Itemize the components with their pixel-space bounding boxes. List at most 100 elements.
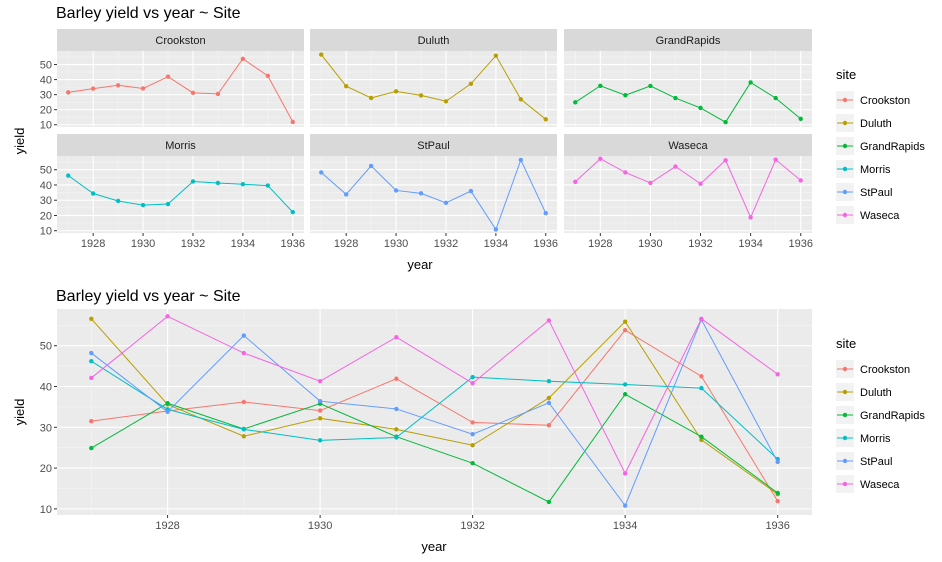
data-point-morris — [546, 379, 552, 384]
legend-key-point-crookston — [842, 97, 848, 103]
facet-panel-background — [310, 51, 557, 127]
x-tick-label: 1928 — [81, 238, 105, 250]
data-point-morris — [66, 173, 71, 178]
data-point-stpaul — [470, 432, 475, 437]
data-point-morris — [622, 382, 628, 387]
chart-title: Barley yield vs year ~ Site — [56, 288, 241, 305]
y-tick-label: 40 — [40, 180, 52, 192]
data-point-waseca — [773, 157, 778, 162]
data-point-duluth — [241, 434, 247, 439]
data-point-crookston — [240, 56, 246, 62]
x-tick-label: 1934 — [738, 238, 762, 250]
facet-strip — [564, 29, 812, 51]
facet-strip-label: StPaul — [417, 140, 449, 152]
facet-panel-background — [57, 51, 304, 127]
data-point-duluth — [368, 95, 374, 101]
y-tick-label: 30 — [40, 195, 52, 207]
data-point-grandrapids — [165, 401, 170, 406]
x-tick-label: 1930 — [131, 238, 155, 250]
data-point-grandrapids — [698, 105, 703, 111]
series-line-waseca — [91, 315, 778, 475]
facet-panel-background — [564, 156, 812, 233]
data-point-duluth — [317, 416, 323, 421]
y-tick-label: 20 — [40, 105, 52, 117]
data-point-stpaul — [343, 192, 349, 197]
legend-label-stpaul: StPaul — [860, 187, 892, 199]
x-tick-label: 1928 — [588, 238, 612, 250]
x-tick-label: 1932 — [434, 238, 458, 250]
data-point-crookston — [241, 399, 247, 405]
y-tick-label: 50 — [40, 60, 52, 72]
data-point-morris — [215, 180, 221, 186]
data-point-duluth — [546, 395, 552, 401]
data-point-crookston — [90, 86, 96, 91]
facet-strip — [57, 134, 304, 156]
data-point-morris — [190, 179, 196, 184]
data-point-duluth — [319, 52, 324, 57]
facet-strip — [310, 29, 557, 51]
data-point-crookston — [140, 86, 146, 91]
y-tick-label: 50 — [40, 165, 52, 177]
data-point-waseca — [317, 379, 323, 384]
data-point-morris — [470, 374, 475, 380]
data-point-crookston — [165, 74, 171, 79]
data-point-stpaul — [89, 350, 94, 356]
data-point-crookston — [290, 119, 295, 125]
facet-strip — [57, 29, 304, 51]
data-point-stpaul — [493, 227, 499, 232]
data-point-grandrapids — [723, 119, 728, 125]
data-point-stpaul — [468, 188, 474, 194]
series-line-crookston — [68, 58, 294, 123]
legend-key-point-stpaul — [842, 189, 848, 195]
series-line-waseca — [574, 158, 802, 219]
data-point-grandrapids — [673, 95, 678, 101]
y-tick-label: 30 — [40, 422, 52, 434]
data-point-waseca — [241, 350, 247, 356]
data-point-stpaul — [443, 200, 449, 206]
x-tick-label: 1934 — [231, 238, 255, 250]
data-point-duluth — [468, 81, 474, 87]
data-point-morris — [394, 435, 399, 440]
x-axis-title: year — [421, 539, 447, 554]
y-tick-label: 40 — [40, 75, 52, 87]
data-point-stpaul — [543, 210, 548, 216]
data-point-morris — [140, 202, 146, 208]
data-point-duluth — [622, 319, 628, 324]
legend-key-point-crookston — [842, 366, 848, 372]
data-point-duluth — [543, 117, 548, 122]
series-line-grandrapids — [91, 393, 778, 503]
data-point-grandrapids — [470, 460, 475, 466]
data-point-waseca — [673, 164, 678, 169]
main-panel-background — [57, 309, 812, 515]
y-tick-label: 40 — [40, 382, 52, 394]
x-tick-label: 1928 — [155, 520, 179, 532]
x-tick-label: 1936 — [281, 238, 305, 250]
data-point-stpaul — [518, 157, 524, 163]
data-point-waseca — [546, 318, 552, 323]
x-tick-label: 1930 — [638, 238, 662, 250]
data-point-stpaul — [319, 170, 324, 175]
data-point-waseca — [622, 471, 628, 476]
data-point-duluth — [699, 437, 704, 443]
y-tick-label: 20 — [40, 463, 52, 475]
data-point-waseca — [775, 372, 780, 377]
data-point-stpaul — [622, 503, 628, 508]
legend-label-waseca: Waseca — [860, 479, 900, 491]
data-point-duluth — [443, 99, 449, 104]
x-tick-label: 1932 — [181, 238, 205, 250]
data-point-stpaul — [546, 400, 552, 406]
data-point-waseca — [623, 170, 628, 175]
data-point-grandrapids — [573, 100, 578, 105]
legend-title: site — [836, 336, 856, 351]
data-point-morris — [115, 198, 121, 204]
series-line-grandrapids — [574, 81, 802, 123]
data-point-duluth — [493, 53, 499, 58]
data-point-grandrapids — [748, 80, 753, 85]
x-tick-label: 1936 — [534, 238, 558, 250]
series-line-morris — [67, 175, 294, 213]
data-point-grandrapids — [598, 83, 603, 88]
data-point-stpaul — [775, 459, 780, 465]
x-tick-label: 1930 — [308, 520, 332, 532]
data-point-morris — [241, 427, 247, 432]
